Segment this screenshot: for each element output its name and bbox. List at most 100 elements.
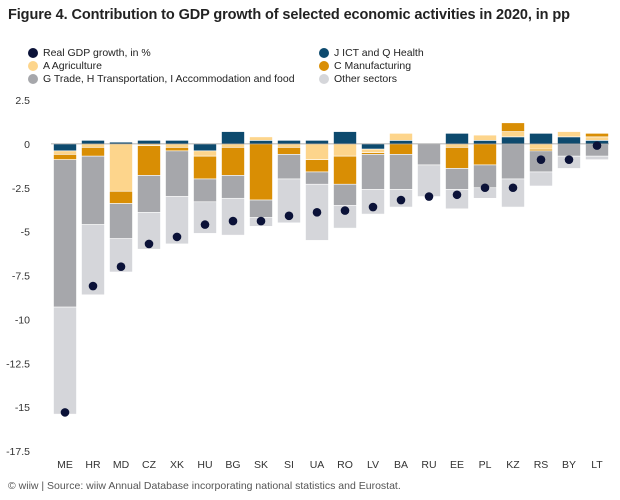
bar-segment	[81, 147, 105, 157]
bar-segment	[81, 143, 105, 148]
bar-segment	[137, 212, 161, 250]
legend-label: J ICT and Q Health	[334, 46, 424, 59]
gdp-growth-point	[508, 183, 518, 193]
x-tick-label: MD	[113, 459, 130, 471]
bar-segment	[193, 178, 217, 203]
x-tick-label: RU	[421, 459, 436, 471]
bar-segment	[445, 143, 469, 148]
x-tick-label: RS	[534, 459, 549, 471]
y-tick-label: -12.5	[6, 358, 30, 370]
bar-segment	[221, 143, 245, 148]
bar-segment	[501, 131, 525, 138]
bar-segment	[417, 143, 441, 166]
x-tick-label: RO	[337, 459, 353, 471]
bar-segment	[445, 147, 469, 169]
bar-segment	[333, 183, 357, 206]
bar-segment	[305, 159, 329, 173]
bar-segment	[445, 168, 469, 190]
gdp-growth-point	[340, 206, 350, 215]
x-tick-label: UA	[310, 459, 325, 471]
gdp-growth-point	[452, 190, 462, 200]
legend-swatch-gdp	[28, 47, 38, 58]
bar-segment	[193, 143, 217, 152]
bar-segment	[53, 306, 77, 415]
bar-segment	[529, 143, 553, 150]
bar-segment	[53, 159, 77, 308]
bar-segment	[193, 155, 217, 180]
bar-segment	[389, 154, 413, 190]
x-tick-label: ME	[57, 459, 73, 471]
x-tick-label: CZ	[142, 459, 157, 471]
bar-segment	[193, 201, 217, 234]
bar-segment	[557, 143, 581, 157]
bar-segment	[53, 154, 77, 160]
bar-segment	[249, 199, 273, 218]
gdp-growth-point	[284, 211, 294, 221]
legend-label: G Trade, H Transportation, I Accommodati…	[43, 72, 295, 85]
bar-segment	[165, 196, 189, 245]
bar-segment	[165, 143, 189, 148]
bar-segment	[109, 203, 133, 239]
bar-segment	[585, 136, 609, 141]
bar-segment	[193, 150, 217, 157]
bar-segment	[109, 238, 133, 273]
x-tick-label: EE	[450, 459, 464, 471]
x-tick-label: SI	[284, 459, 294, 471]
x-tick-label: BG	[225, 459, 240, 471]
bar-segment	[249, 140, 273, 145]
bar-segment	[557, 131, 581, 138]
gdp-growth-point	[592, 141, 602, 150]
y-tick-label: -17.5	[6, 446, 30, 458]
bar-segment	[361, 143, 385, 150]
chart-legend: Real GDP growth, in % J ICT and Q Health A…	[28, 46, 598, 88]
gdp-growth-point	[172, 232, 182, 242]
bar-segment	[557, 136, 581, 145]
legend-swatch-c	[319, 60, 329, 71]
legend-label: Other sectors	[334, 72, 398, 85]
gdp-growth-point	[368, 202, 378, 212]
legend-swatch-jq	[319, 47, 329, 58]
bar-segment	[417, 164, 441, 197]
x-tick-label: SK	[254, 459, 268, 471]
gdp-growth-point	[88, 281, 98, 291]
bar-segment	[361, 154, 385, 190]
legend-label: C Manufacturing	[334, 59, 412, 72]
gdp-growth-point	[228, 216, 238, 226]
bar-segment	[529, 133, 553, 145]
legend-item-a: A Agriculture	[28, 59, 102, 72]
y-tick-label: -10	[15, 314, 30, 326]
y-tick-label: 0	[24, 139, 30, 151]
bar-segment	[501, 143, 525, 180]
bar-segment	[333, 155, 357, 185]
legend-item-ghi: G Trade, H Transportation, I Accommodati…	[28, 72, 295, 85]
x-tick-label: LT	[591, 459, 603, 471]
bar-segment	[305, 143, 329, 160]
bar-segment	[305, 140, 329, 145]
bar-segment	[277, 154, 301, 180]
y-tick-label: -7.5	[12, 271, 30, 283]
bar-segment	[277, 147, 301, 155]
bar-segment	[529, 171, 553, 187]
bar-segment	[389, 133, 413, 141]
bar-segment	[277, 178, 301, 224]
legend-item-jq: J ICT and Q Health	[319, 46, 424, 59]
gdp-growth-point	[256, 216, 266, 226]
bar-segment	[305, 171, 329, 185]
legend-item-gdp: Real GDP growth, in %	[28, 46, 151, 59]
gdp-growth-point	[536, 155, 546, 164]
bar-segment	[221, 175, 245, 199]
bar-segment	[333, 143, 357, 157]
x-tick-label: HR	[85, 459, 101, 471]
bar-segment	[221, 147, 245, 176]
bar-segment	[277, 140, 301, 145]
gdp-growth-point	[312, 208, 322, 217]
bar-segment	[81, 140, 105, 145]
bar-segment	[221, 131, 245, 145]
bar-segment	[81, 224, 105, 296]
x-tick-label: XK	[170, 459, 184, 471]
bar-segment	[473, 140, 497, 145]
x-tick-label: KZ	[506, 459, 520, 471]
legend-item-other: Other sectors	[319, 72, 397, 85]
gdp-growth-point	[396, 195, 406, 205]
